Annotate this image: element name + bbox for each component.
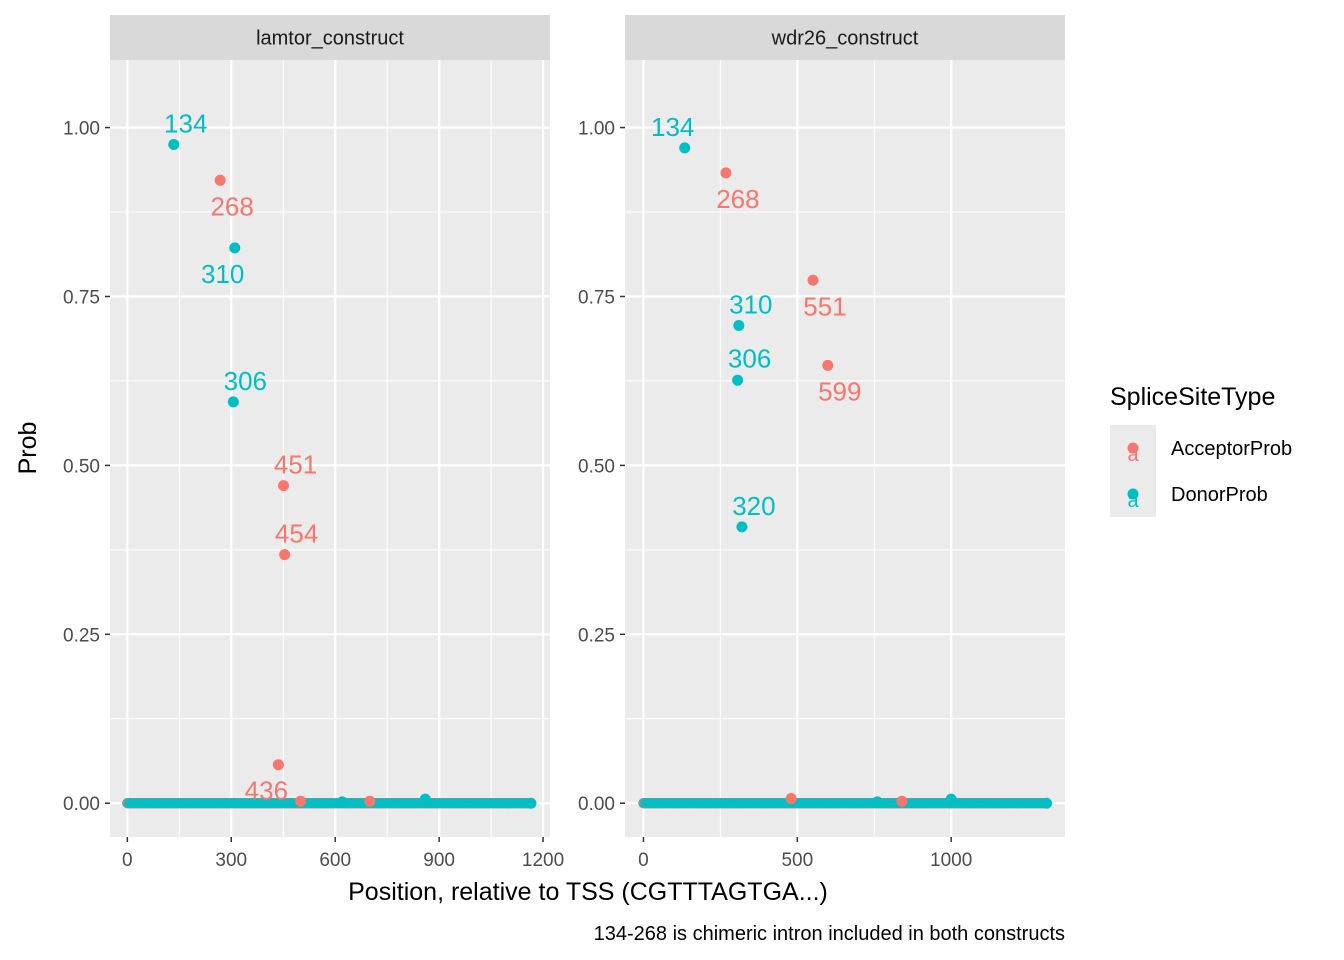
x-tick-label: 0 <box>638 850 649 871</box>
point-label: 454 <box>275 519 318 549</box>
y-tick-label: 1.00 <box>578 119 615 140</box>
caption: 134-268 is chimeric intron included in b… <box>594 923 1065 945</box>
point-label: 306 <box>728 343 771 373</box>
point-label: 320 <box>732 491 775 521</box>
x-tick-label: 1000 <box>930 850 972 871</box>
x-tick-label: 300 <box>215 850 247 871</box>
y-tick-label: 0.00 <box>63 794 100 815</box>
legend-key-glyph: a <box>1127 490 1139 512</box>
gridlines <box>110 60 550 837</box>
legend-title: SpliceSiteType <box>1110 383 1275 411</box>
facet-panels: lamtor_construct 0.00 0.25 0.50 0.75 1.00 0 300… <box>63 15 1065 871</box>
x-tick-label: 600 <box>319 850 351 871</box>
y-axis: 0.00 0.25 0.50 0.75 1.00 <box>578 119 625 815</box>
legend-entry-donorprob: a DonorProb <box>1110 471 1268 517</box>
point-label: 268 <box>210 191 253 221</box>
point-acceptorprob <box>720 167 732 179</box>
x-tick-label: 500 <box>781 850 813 871</box>
point-acceptorprob <box>896 795 908 807</box>
point-labels: 134 268 551 310 599 306 320 <box>651 112 861 521</box>
data-points <box>638 142 1053 809</box>
point-label: 451 <box>274 450 317 480</box>
baseline-point-donor <box>1041 797 1053 809</box>
y-tick-label: 0.25 <box>578 625 615 646</box>
point-donorprob <box>336 796 348 808</box>
x-axis: 0 300 600 900 1200 <box>122 837 564 871</box>
gridlines <box>625 60 1065 837</box>
facet-strip-title: wdr26_construct <box>771 28 919 50</box>
point-acceptorprob <box>785 792 797 804</box>
legend-key-glyph: a <box>1127 444 1139 466</box>
legend-entries: a AcceptorProb a DonorProb <box>1110 425 1292 517</box>
point-label: 134 <box>651 112 694 142</box>
point-donorprob <box>736 521 748 533</box>
baseline-point-donor <box>525 797 537 809</box>
panel-background <box>110 60 550 837</box>
facet-panel-1: lamtor_construct 0.00 0.25 0.50 0.75 1.00 0 300… <box>63 15 564 871</box>
facet-strip-title: lamtor_construct <box>256 28 404 50</box>
facet-strip <box>110 15 550 60</box>
point-donorprob <box>227 396 239 408</box>
y-tick-label: 0.00 <box>578 794 615 815</box>
y-tick-label: 0.75 <box>63 287 100 308</box>
y-tick-label: 0.25 <box>63 625 100 646</box>
point-donorprob <box>679 142 691 154</box>
x-tick-label: 0 <box>122 850 133 871</box>
point-label: 310 <box>201 259 244 289</box>
facet-panel-2: wdr26_construct 0.00 0.25 0.50 0.75 1.00 0 500 1… <box>578 15 1065 871</box>
legend-key-point <box>1127 442 1139 454</box>
point-acceptorprob <box>272 759 284 771</box>
x-tick-label: 900 <box>423 850 455 871</box>
legend-label: AcceptorProb <box>1171 438 1292 460</box>
x-tick-label: 1200 <box>522 850 564 871</box>
point-label: 310 <box>729 290 772 320</box>
legend-key-point <box>1127 488 1139 500</box>
y-axis: 0.00 0.25 0.50 0.75 1.00 <box>63 119 110 815</box>
legend: SpliceSiteType a AcceptorProb a DonorProb <box>1110 383 1292 517</box>
point-donorprob <box>733 320 745 332</box>
point-acceptorprob <box>822 359 834 371</box>
facet-strip <box>625 15 1065 60</box>
point-labels: 134 268 310 306 451 454 436 <box>164 108 318 805</box>
point-label: 436 <box>245 776 288 806</box>
point-acceptorprob <box>214 174 226 186</box>
point-donorprob <box>945 793 957 805</box>
data-points <box>122 138 537 809</box>
y-tick-label: 1.00 <box>63 119 100 140</box>
point-label: 599 <box>818 376 861 406</box>
point-donorprob <box>168 138 180 150</box>
y-tick-label: 0.50 <box>578 456 615 477</box>
x-axis: 0 500 1000 <box>638 837 972 871</box>
point-acceptorprob <box>295 795 307 807</box>
legend-entry-acceptorprob: a AcceptorProb <box>1110 425 1292 471</box>
point-label: 268 <box>716 184 759 214</box>
point-label: 134 <box>164 108 207 138</box>
y-tick-label: 0.75 <box>578 287 615 308</box>
point-acceptorprob <box>278 480 290 492</box>
point-acceptorprob <box>279 549 291 561</box>
point-donorprob <box>419 793 431 805</box>
point-donorprob <box>871 796 883 808</box>
point-donorprob <box>229 242 241 254</box>
y-tick-label: 0.50 <box>63 456 100 477</box>
point-acceptorprob <box>364 795 376 807</box>
x-axis-title: Position, relative to TSS (CGTTTAGTGA...… <box>348 878 828 906</box>
point-donorprob <box>732 374 744 386</box>
panel-background <box>625 60 1065 837</box>
point-label: 551 <box>803 291 846 321</box>
legend-label: DonorProb <box>1171 484 1268 506</box>
y-axis-title: Prob <box>14 422 42 475</box>
point-label: 306 <box>224 366 267 396</box>
point-acceptorprob <box>807 274 819 286</box>
